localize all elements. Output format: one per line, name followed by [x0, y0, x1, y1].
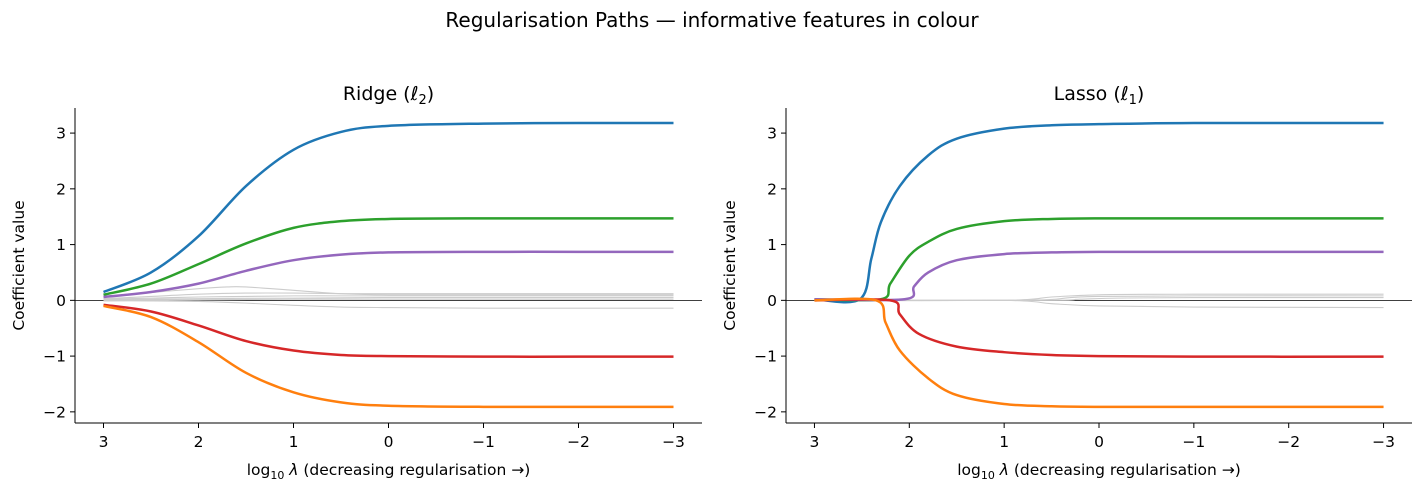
ridge-x-tick-label: 1	[289, 433, 299, 451]
ridge-x-tick-label: −2	[567, 433, 590, 451]
lasso-x-tick-label: −1	[1182, 433, 1205, 451]
ridge-series-5	[103, 304, 674, 409]
ridge-series-4	[103, 303, 674, 358]
lasso-y-tick-label: −2	[754, 403, 777, 421]
ridge-x-tick-label: 3	[99, 433, 109, 451]
figure-title: Regularisation Paths — informative featu…	[445, 8, 979, 32]
ridge-panel: 3 2 1 0 −1 −2 −3 3 2 1 0 −1 −2 Ridge (ℓ2) log10 λ (dec…	[10, 83, 702, 482]
lasso-series-9-uninformative	[814, 299, 1384, 309]
lasso-x-axis-label: log10 λ (decreasing regularisation →)	[957, 461, 1241, 482]
ridge-x-tick-label: 0	[384, 433, 394, 451]
lasso-x-tick-label: 3	[810, 433, 820, 451]
lasso-x-tick-label: −2	[1277, 433, 1300, 451]
lasso-panel: 3 2 1 0 −1 −2 −3 3 2 1 0 −1 −2 Lasso (ℓ1) log10 λ (dec…	[721, 83, 1412, 482]
ridge-x-axis-label: log10 λ (decreasing regularisation →)	[247, 461, 531, 482]
ridge-series-2	[103, 217, 674, 296]
ridge-y-tick-label: 2	[56, 180, 66, 198]
lasso-y-axis-label: Coefficient value	[721, 200, 739, 330]
ridge-y-tick-label: 1	[56, 236, 66, 254]
lasso-x-tick-label: 2	[904, 433, 914, 451]
lasso-y-tick-label: −1	[754, 348, 777, 366]
lasso-series-4	[814, 298, 1384, 358]
ridge-y-axis-label: Coefficient value	[10, 200, 28, 330]
lasso-y-tick-label: 1	[767, 236, 777, 254]
ridge-series-11-uninformative	[103, 300, 674, 309]
lasso-y-tick-label: 0	[767, 292, 777, 310]
ridge-x-tick-label: −3	[662, 433, 685, 451]
lasso-y-tick-label: 2	[767, 180, 777, 198]
lasso-series-5	[814, 297, 1384, 409]
ridge-x-tick-label: 2	[194, 433, 204, 451]
ridge-series-1	[103, 121, 674, 294]
lasso-panel-title: Lasso (ℓ1)	[1054, 83, 1145, 108]
ridge-series-8-uninformative	[103, 295, 674, 300]
lasso-series-1	[814, 121, 1384, 304]
lasso-x-tick-label: −3	[1372, 433, 1395, 451]
lasso-y-tick-label: 3	[767, 125, 777, 143]
ridge-y-tick-label: −1	[43, 348, 66, 366]
lasso-series-3	[814, 250, 1384, 302]
ridge-y-tick-label: 3	[56, 125, 66, 143]
ridge-series-7-uninformative	[103, 292, 674, 300]
ridge-series-3	[103, 250, 674, 299]
ridge-panel-title: Ridge (ℓ2)	[343, 83, 434, 108]
ridge-series-9-uninformative	[103, 296, 674, 301]
ridge-series-10-uninformative	[103, 298, 674, 301]
ridge-y-tick-label: −2	[43, 403, 66, 421]
ridge-series-6-uninformative	[103, 286, 674, 298]
ridge-x-tick-label: −1	[472, 433, 495, 451]
ridge-y-tick-label: 0	[56, 292, 66, 310]
lasso-series-2	[814, 217, 1384, 302]
lasso-x-tick-label: 0	[1094, 433, 1104, 451]
lasso-x-tick-label: 1	[999, 433, 1009, 451]
